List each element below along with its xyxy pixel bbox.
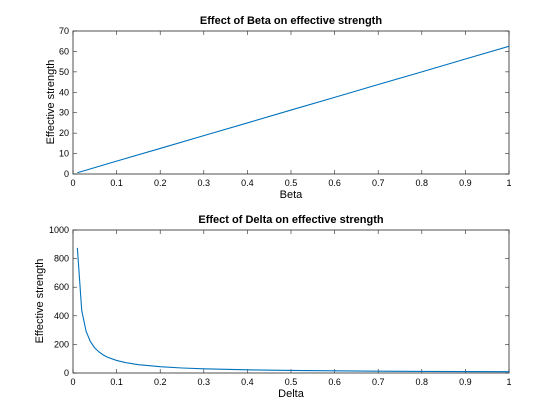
beta-x-tick-label: 0.8: [416, 178, 429, 188]
delta-x-tick-label: 0.1: [110, 377, 123, 387]
beta-y-tick-label: 60: [59, 46, 69, 56]
beta-tick-labels: 0 0.1 0.2 0.3 0.4 0.5 0.6 0.7 0.8 0.9 101020304050…: [59, 26, 512, 188]
delta-x-tick-label: 0.2: [154, 377, 167, 387]
beta-ticks: [72, 30, 510, 175]
delta-x-tick-label: 0.8: [416, 377, 429, 387]
beta-series-line: [77, 45, 510, 174]
delta-y-tick-label: 1000: [49, 225, 69, 235]
beta-y-tick-label: 10: [59, 149, 69, 159]
beta-x-tick-label: 0.6: [328, 178, 341, 188]
beta-y-tick-label: 70: [59, 26, 69, 36]
beta-x-tick-label: 0.9: [459, 178, 472, 188]
delta-x-axis-label: Delta: [278, 388, 305, 400]
delta-subplot: 0 0.1 0.2 0.3 0.4 0.5 0.6 0.7 0.8 0.9 1 0 200 400 600 8…: [34, 214, 512, 400]
delta-y-tick-label: 0: [64, 368, 69, 378]
delta-x-tick-label: 0.4: [241, 377, 254, 387]
beta-y-tick-label: 20: [59, 128, 69, 138]
beta-y-tick-label: 30: [59, 108, 69, 118]
beta-x-axis-label: Beta: [280, 189, 304, 201]
beta-x-tick-label: 1: [506, 178, 511, 188]
delta-y-tick-label: 200: [54, 339, 69, 349]
delta-axes-box: [72, 229, 510, 374]
delta-x-tick-label: 0.6: [328, 377, 341, 387]
delta-ticks: [72, 229, 510, 374]
delta-y-tick-label: 800: [54, 254, 69, 264]
beta-x-tick-label: 0.5: [285, 178, 298, 188]
delta-tick-labels: 0 0.1 0.2 0.3 0.4 0.5 0.6 0.7 0.8 0.9 1 0 200 400 600 8…: [49, 225, 512, 387]
delta-y-tick-label: 400: [54, 311, 69, 321]
delta-series-line: [76, 247, 510, 373]
delta-x-tick-label: 0.3: [198, 377, 211, 387]
beta-y-tick-label: 50: [59, 67, 69, 77]
beta-x-tick-label: 0.4: [241, 178, 254, 188]
delta-x-tick-label: 0.7: [372, 377, 385, 387]
delta-y-tick-label: 600: [54, 282, 69, 292]
delta-x-tick-label: 0.5: [285, 377, 298, 387]
delta-x-tick-label: 1: [506, 377, 511, 387]
beta-chart-title: Effect of Beta on effective strength: [200, 15, 382, 27]
delta-y-axis-label: Effective strength: [34, 259, 46, 344]
beta-x-tick-label: 0.2: [154, 178, 167, 188]
beta-y-tick-label: 0: [64, 169, 69, 179]
beta-subplot: 0 0.1 0.2 0.3 0.4 0.5 0.6 0.7 0.8 0.9 101020304050…: [45, 15, 512, 201]
beta-x-tick-label: 0.7: [372, 178, 385, 188]
beta-y-axis-label: Effective strength: [45, 60, 57, 145]
delta-x-tick-label: 0: [70, 377, 75, 387]
delta-x-tick-label: 0.9: [459, 377, 472, 387]
beta-x-tick-label: 0: [70, 178, 75, 188]
delta-chart-title: Effect of Delta on effective strength: [198, 214, 383, 226]
beta-y-tick-label: 40: [59, 87, 69, 97]
beta-x-tick-label: 0.3: [198, 178, 211, 188]
beta-axes-box: [72, 30, 510, 175]
beta-x-tick-label: 0.1: [110, 178, 123, 188]
